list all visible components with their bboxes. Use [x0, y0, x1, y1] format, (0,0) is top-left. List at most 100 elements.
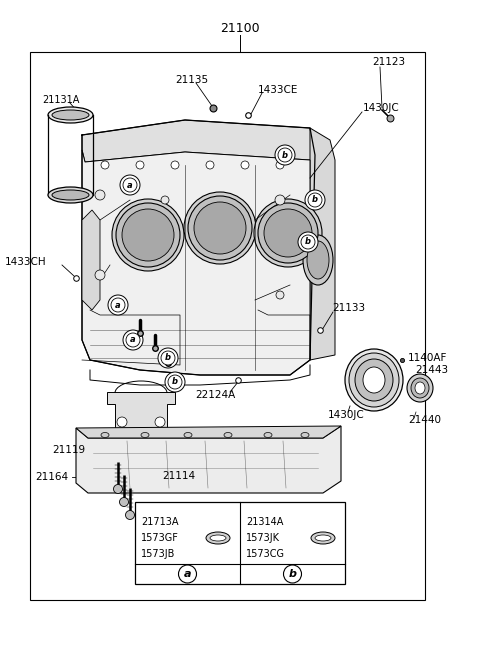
- Ellipse shape: [363, 367, 385, 393]
- Circle shape: [301, 235, 315, 249]
- Circle shape: [179, 565, 196, 583]
- Circle shape: [184, 192, 256, 264]
- Text: b: b: [288, 569, 297, 579]
- Ellipse shape: [224, 432, 232, 438]
- Ellipse shape: [141, 432, 149, 438]
- Bar: [135, 502, 345, 584]
- Circle shape: [275, 195, 285, 205]
- Ellipse shape: [301, 432, 309, 438]
- Ellipse shape: [264, 432, 272, 438]
- Circle shape: [206, 161, 214, 169]
- Ellipse shape: [101, 432, 109, 438]
- Ellipse shape: [345, 349, 403, 411]
- Ellipse shape: [311, 532, 335, 544]
- Text: 21164: 21164: [35, 472, 68, 482]
- Text: b: b: [165, 354, 171, 362]
- Text: 1430JC: 1430JC: [363, 103, 400, 113]
- Text: 21713A: 21713A: [141, 517, 179, 527]
- Circle shape: [258, 203, 318, 263]
- Text: 21131A: 21131A: [42, 95, 79, 105]
- Circle shape: [241, 161, 249, 169]
- Circle shape: [116, 203, 180, 267]
- Circle shape: [264, 209, 312, 257]
- Ellipse shape: [184, 432, 192, 438]
- Text: 21100: 21100: [220, 22, 260, 35]
- Text: 21440: 21440: [408, 415, 441, 425]
- Text: b: b: [305, 238, 311, 246]
- Circle shape: [158, 348, 178, 368]
- Polygon shape: [76, 426, 341, 438]
- Text: a: a: [130, 335, 136, 345]
- Circle shape: [278, 148, 292, 162]
- Polygon shape: [82, 210, 100, 310]
- Circle shape: [125, 510, 134, 519]
- Text: 21133: 21133: [332, 303, 365, 313]
- Ellipse shape: [52, 190, 89, 200]
- Circle shape: [276, 291, 284, 299]
- Circle shape: [112, 199, 184, 271]
- Circle shape: [165, 372, 185, 392]
- Text: 1433CH: 1433CH: [5, 257, 47, 267]
- Circle shape: [161, 351, 175, 365]
- Text: 1573JK: 1573JK: [246, 533, 280, 543]
- Text: b: b: [312, 195, 318, 204]
- Polygon shape: [82, 120, 315, 162]
- Text: 21123: 21123: [372, 57, 405, 67]
- Circle shape: [155, 417, 165, 427]
- Circle shape: [111, 298, 125, 312]
- Text: 1573CG: 1573CG: [246, 549, 285, 559]
- Text: b: b: [172, 377, 178, 386]
- Text: 1573JB: 1573JB: [141, 549, 175, 559]
- Circle shape: [305, 190, 325, 210]
- Text: a: a: [184, 569, 191, 579]
- Ellipse shape: [210, 535, 226, 541]
- Text: 1140AF: 1140AF: [408, 353, 447, 363]
- Ellipse shape: [307, 241, 329, 279]
- Ellipse shape: [315, 535, 331, 541]
- Circle shape: [276, 161, 284, 169]
- Circle shape: [254, 199, 322, 267]
- Circle shape: [122, 209, 174, 261]
- Ellipse shape: [411, 378, 429, 398]
- Text: 22124A: 22124A: [195, 390, 235, 400]
- Circle shape: [95, 190, 105, 200]
- Text: 1430JC: 1430JC: [328, 410, 365, 420]
- Text: 21135: 21135: [175, 75, 208, 85]
- Text: a: a: [115, 301, 121, 310]
- Circle shape: [188, 196, 252, 260]
- Ellipse shape: [303, 235, 333, 285]
- Circle shape: [136, 161, 144, 169]
- Circle shape: [120, 498, 129, 506]
- Circle shape: [308, 193, 322, 207]
- Ellipse shape: [355, 359, 393, 401]
- Text: 1433CE: 1433CE: [258, 85, 299, 95]
- Ellipse shape: [415, 382, 425, 394]
- Ellipse shape: [349, 353, 399, 407]
- Polygon shape: [107, 392, 175, 430]
- Circle shape: [126, 333, 140, 347]
- Ellipse shape: [52, 110, 89, 120]
- Ellipse shape: [206, 532, 230, 544]
- Circle shape: [95, 270, 105, 280]
- Polygon shape: [76, 426, 341, 493]
- Circle shape: [284, 565, 301, 583]
- Circle shape: [168, 375, 182, 389]
- Polygon shape: [310, 128, 335, 360]
- Text: 21314A: 21314A: [246, 517, 283, 527]
- Circle shape: [120, 175, 140, 195]
- Circle shape: [123, 178, 137, 192]
- Circle shape: [117, 417, 127, 427]
- Text: 21119: 21119: [52, 445, 85, 455]
- Circle shape: [161, 196, 169, 204]
- Circle shape: [101, 161, 109, 169]
- Bar: [30, 52, 425, 600]
- Text: 21443: 21443: [415, 365, 448, 375]
- Text: a: a: [127, 181, 133, 189]
- Polygon shape: [82, 150, 310, 375]
- Ellipse shape: [407, 374, 433, 402]
- Text: b: b: [282, 151, 288, 160]
- Circle shape: [123, 330, 143, 350]
- Circle shape: [194, 202, 246, 254]
- Text: 1573GF: 1573GF: [141, 533, 179, 543]
- Circle shape: [171, 161, 179, 169]
